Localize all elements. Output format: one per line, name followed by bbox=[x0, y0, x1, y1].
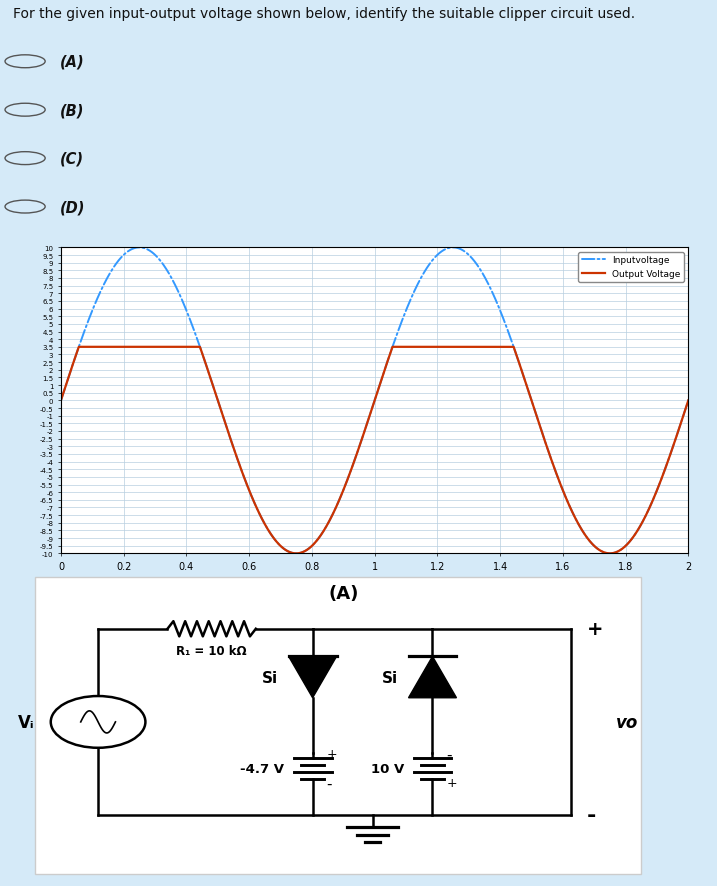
Output Voltage bbox=[166, 342, 174, 353]
Text: Vᵢ: Vᵢ bbox=[19, 713, 35, 731]
Text: (A): (A) bbox=[60, 55, 84, 70]
Text: (A): (A) bbox=[329, 584, 359, 602]
Text: (B): (B) bbox=[60, 103, 84, 118]
Output Voltage bbox=[325, 517, 333, 527]
Inputvoltage bbox=[325, 517, 333, 527]
Output Voltage bbox=[57, 395, 65, 406]
Text: 10 V: 10 V bbox=[371, 762, 404, 775]
Inputvoltage bbox=[166, 270, 174, 281]
Inputvoltage bbox=[298, 548, 306, 558]
Text: -: - bbox=[326, 775, 332, 790]
Inputvoltage bbox=[606, 548, 614, 559]
Inputvoltage bbox=[128, 245, 137, 255]
Inputvoltage bbox=[57, 395, 65, 406]
Text: vo: vo bbox=[615, 713, 637, 731]
Text: (C): (C) bbox=[60, 152, 83, 167]
FancyBboxPatch shape bbox=[35, 578, 641, 874]
Output Voltage bbox=[606, 548, 614, 559]
Inputvoltage bbox=[135, 243, 143, 253]
Output Voltage bbox=[128, 342, 137, 353]
Line: Inputvoltage: Inputvoltage bbox=[61, 248, 688, 554]
Inputvoltage bbox=[604, 548, 613, 559]
Inputvoltage bbox=[672, 431, 680, 442]
Text: +: + bbox=[326, 748, 337, 760]
Line: Output Voltage: Output Voltage bbox=[61, 347, 688, 554]
Text: Si: Si bbox=[262, 670, 278, 685]
Legend: Inputvoltage, Output Voltage: Inputvoltage, Output Voltage bbox=[579, 253, 684, 283]
Polygon shape bbox=[409, 657, 457, 698]
Output Voltage bbox=[684, 395, 693, 406]
Output Voltage bbox=[75, 342, 83, 353]
Text: R₁ = 10 kΩ: R₁ = 10 kΩ bbox=[176, 645, 247, 657]
Text: +: + bbox=[447, 777, 457, 789]
Text: -: - bbox=[587, 805, 597, 825]
Text: (D): (D) bbox=[60, 200, 85, 214]
Output Voltage bbox=[672, 431, 680, 442]
Output Voltage bbox=[298, 548, 306, 558]
Text: For the given input-output voltage shown below, identify the suitable clipper ci: For the given input-output voltage shown… bbox=[13, 7, 635, 21]
Polygon shape bbox=[289, 657, 336, 698]
Text: -: - bbox=[447, 747, 452, 762]
Text: +: + bbox=[587, 619, 604, 639]
Inputvoltage bbox=[684, 395, 693, 406]
Text: Si: Si bbox=[381, 670, 398, 685]
Text: -4.7 V: -4.7 V bbox=[240, 762, 284, 775]
Output Voltage bbox=[604, 548, 613, 559]
